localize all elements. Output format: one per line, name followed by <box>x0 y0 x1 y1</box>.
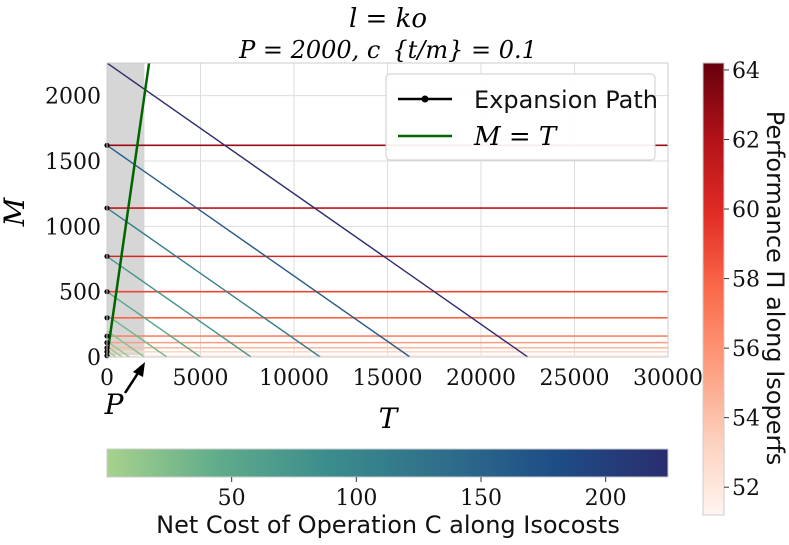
y-tick-label: 1500 <box>45 150 101 175</box>
x-tick-label: 5000 <box>173 366 229 391</box>
x-axis-label: T <box>379 402 400 435</box>
legend-label-expansion-path: Expansion Path <box>474 86 658 114</box>
legend-box <box>385 73 656 161</box>
isocost-line <box>107 63 529 357</box>
chart-title-line2: P = 2000, c_{t/m} = 0.1 <box>238 36 537 64</box>
x-tick-label: 20000 <box>446 366 516 391</box>
isocost-colorbar-tick-label: 50 <box>218 486 246 511</box>
isoperf-colorbar-tick-label: 60 <box>732 198 760 223</box>
identity-line <box>107 63 151 357</box>
x-tick-label: 15000 <box>353 366 423 391</box>
isocost-line <box>107 144 411 357</box>
x-tick-label: 0 <box>100 366 114 391</box>
isoperf-colorbar-gradient <box>702 62 725 516</box>
isocost-line <box>107 291 201 357</box>
isoperf-colorbar-label: Performance Π along Isoperfs <box>761 111 789 466</box>
x-tick-label: 10000 <box>259 366 329 391</box>
y-tick-label: 2000 <box>45 85 101 110</box>
isoperf-colorbar-tick-label: 64 <box>732 59 760 84</box>
isocost-line <box>107 207 321 357</box>
y-tick-label: 500 <box>59 281 101 306</box>
isoperf-colorbar-ticks: 52 54 56 58 60 62 64 <box>724 59 760 501</box>
isoperf-colorbar-tick-label: 56 <box>732 337 760 362</box>
isocost-colorbar-tick-label: 200 <box>585 486 627 511</box>
x-axis-ticks: 0 5000 10000 15000 20000 25000 30000 <box>100 366 703 391</box>
isoperf-lines <box>107 144 668 357</box>
isocost-line <box>107 340 130 357</box>
isocost-colorbar-tick-label: 150 <box>460 486 502 511</box>
y-tick-label: 1000 <box>45 215 101 240</box>
isocost-colorbar-gradient <box>106 448 669 478</box>
y-tick-label: 0 <box>87 346 101 371</box>
legend-entry-identity: M = T <box>398 122 558 152</box>
legend: Expansion Path M = T <box>385 73 658 161</box>
isoperf-colorbar-tick-label: 58 <box>732 268 760 293</box>
isoperf-colorbar-tick-label: 62 <box>732 128 760 153</box>
isoperf-colorbar-tick-label: 54 <box>732 407 760 432</box>
isocost-lines <box>107 63 529 357</box>
isocost-line <box>107 330 145 357</box>
p-annotation-label: P <box>104 388 125 421</box>
isocost-line <box>107 314 168 357</box>
isocost-colorbar-ticks: 50 100 150 200 <box>218 477 627 511</box>
isocost-colorbar: 50 100 150 200 Net Cost of Operation C alon… <box>106 448 669 539</box>
p-arrow-head <box>133 362 145 377</box>
x-tick-label: 25000 <box>540 366 610 391</box>
isocost-colorbar-tick-label: 100 <box>335 486 377 511</box>
y-axis-label: M <box>0 196 31 227</box>
y-axis-ticks: 0 500 1000 1500 2000 <box>45 85 101 371</box>
legend-entry-expansion-path: Expansion Path <box>398 86 658 114</box>
isocost-line <box>107 255 252 357</box>
isoperf-colorbar: 52 54 56 58 60 62 64 Performance Π along Isope… <box>702 59 789 516</box>
isoperf-colorbar-tick-label: 52 <box>732 476 760 501</box>
p-annotation: P <box>104 362 145 421</box>
legend-label-identity: M = T <box>473 122 558 152</box>
plot-frame <box>106 62 669 358</box>
chart-title-line1: l = ko <box>349 4 427 34</box>
x-tick-label: 30000 <box>633 366 703 391</box>
isocost-colorbar-label: Net Cost of Operation C along Isocosts <box>156 511 620 539</box>
legend-marker-expansion-path <box>421 95 429 103</box>
